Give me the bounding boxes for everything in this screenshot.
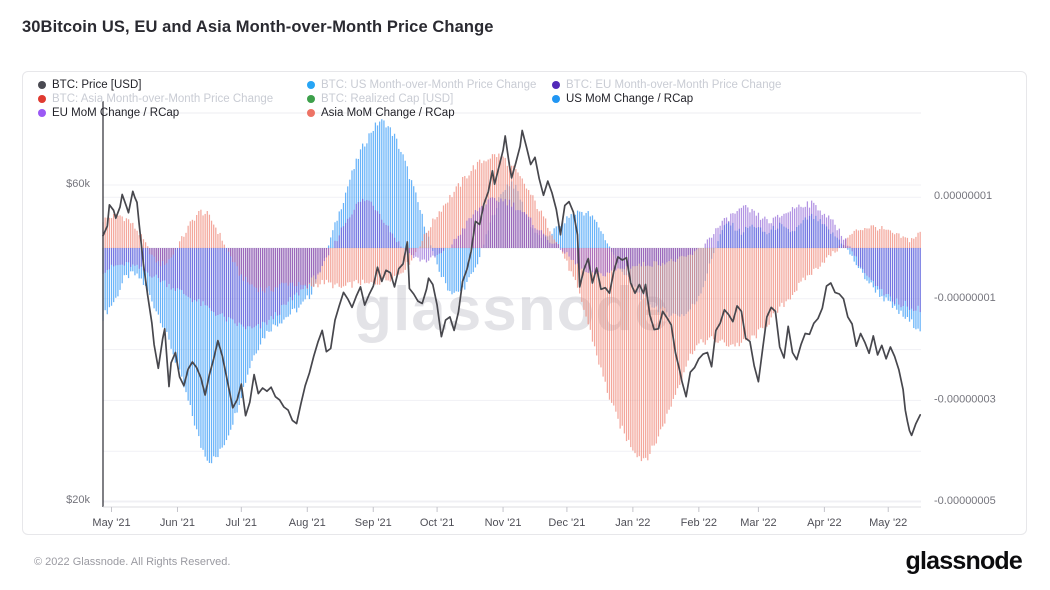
chart-card	[22, 71, 1027, 535]
legend-dot-eu-mom-rcap	[38, 109, 46, 117]
legend-dot-eu-mom-price	[552, 81, 560, 89]
legend-dot-btc-price	[38, 81, 46, 89]
legend-item-realized-cap[interactable]: BTC: Realized Cap [USD]	[307, 92, 552, 106]
legend-item-us-mom-price[interactable]: BTC: US Month-over-Month Price Change	[307, 78, 552, 92]
legend-item-label: BTC: EU Month-over-Month Price Change	[566, 79, 782, 91]
legend-item-eu-mom-rcap[interactable]: EU MoM Change / RCap	[38, 106, 307, 120]
legend-item-label: US MoM Change / RCap	[566, 93, 694, 105]
legend-dot-asia-mom-price	[38, 95, 46, 103]
copyright-text: © 2022 Glassnode. All Rights Reserved.	[34, 556, 231, 568]
legend-item-asia-mom-rcap[interactable]: Asia MoM Change / RCap	[307, 106, 552, 120]
page-title: 30Bitcoin US, EU and Asia Month-over-Mon…	[22, 18, 494, 36]
legend-item-us-mom-rcap[interactable]: US MoM Change / RCap	[552, 92, 781, 106]
legend-item-label: BTC: US Month-over-Month Price Change	[321, 79, 537, 91]
legend-item-label: Asia MoM Change / RCap	[321, 107, 455, 119]
legend-item-asia-mom-price[interactable]: BTC: Asia Month-over-Month Price Change	[38, 92, 307, 106]
legend-item-label: EU MoM Change / RCap	[52, 107, 180, 119]
legend-dot-us-mom-rcap	[552, 95, 560, 103]
legend-item-label: BTC: Price [USD]	[52, 79, 142, 91]
legend-item-label: BTC: Realized Cap [USD]	[321, 93, 454, 105]
legend-dot-realized-cap	[307, 95, 315, 103]
chart-legend: BTC: Price [USD] BTC: US Month-over-Month…	[38, 78, 781, 120]
legend-item-label: BTC: Asia Month-over-Month Price Change	[52, 93, 274, 105]
legend-item-eu-mom-price[interactable]: BTC: EU Month-over-Month Price Change	[552, 78, 781, 92]
legend-dot-us-mom-price	[307, 81, 315, 89]
legend-item-btc-price[interactable]: BTC: Price [USD]	[38, 78, 307, 92]
legend-dot-asia-mom-rcap	[307, 109, 315, 117]
glassnode-logo: glassnode	[905, 547, 1023, 575]
